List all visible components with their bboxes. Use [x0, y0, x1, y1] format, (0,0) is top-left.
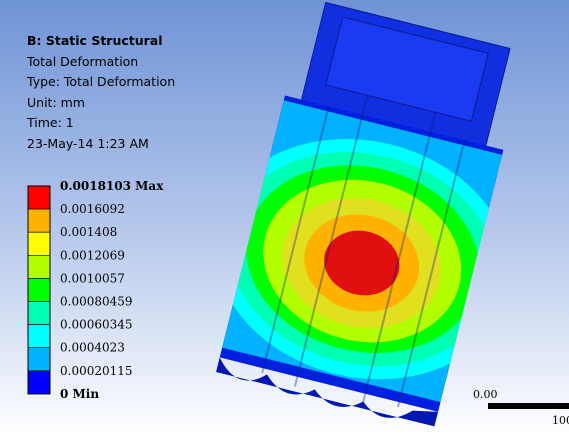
legend-label: 0.00020115: [60, 364, 133, 378]
viewport: 0.00 100 0.0018103 Max 0.0016092 0.001408 0…: [0, 0, 569, 437]
legend-label: 0.0012069: [60, 248, 125, 262]
legend-label: 0 Min: [60, 387, 99, 401]
legend-swatch: [28, 302, 50, 325]
title: B: Static Structural: [27, 31, 175, 52]
legend-swatch: [28, 186, 50, 209]
scale-bar: [488, 403, 569, 409]
legend-label: 0.0018103 Max: [60, 179, 164, 193]
legend-swatch: [28, 255, 50, 278]
info-line: Type: Total Deformation: [27, 72, 175, 93]
legend-label: 0.00080459: [60, 295, 133, 309]
scale-label: 0.00: [473, 388, 498, 401]
info-line: Time: 1: [27, 113, 175, 134]
legend-swatch: [28, 325, 50, 348]
info-block: B: Static Structural Total Deformation T…: [27, 31, 175, 154]
info-line: Unit: mm: [27, 93, 175, 114]
legend-label: 0.0004023: [60, 341, 125, 355]
legend-swatch: [28, 209, 50, 232]
legend-label: 0.0016092: [60, 202, 125, 216]
info-line: Total Deformation: [27, 52, 175, 73]
info-line: 23-May-14 1:23 AM: [27, 134, 175, 155]
legend-label: 0.001408: [60, 225, 117, 239]
legend-label: 0.0010057: [60, 271, 125, 285]
scale-label: 100: [552, 414, 569, 427]
legend-swatch: [28, 348, 50, 371]
legend-swatch: [28, 278, 50, 301]
legend-swatch: [28, 232, 50, 255]
legend-label: 0.00060345: [60, 318, 133, 332]
legend-swatch: [28, 371, 50, 394]
